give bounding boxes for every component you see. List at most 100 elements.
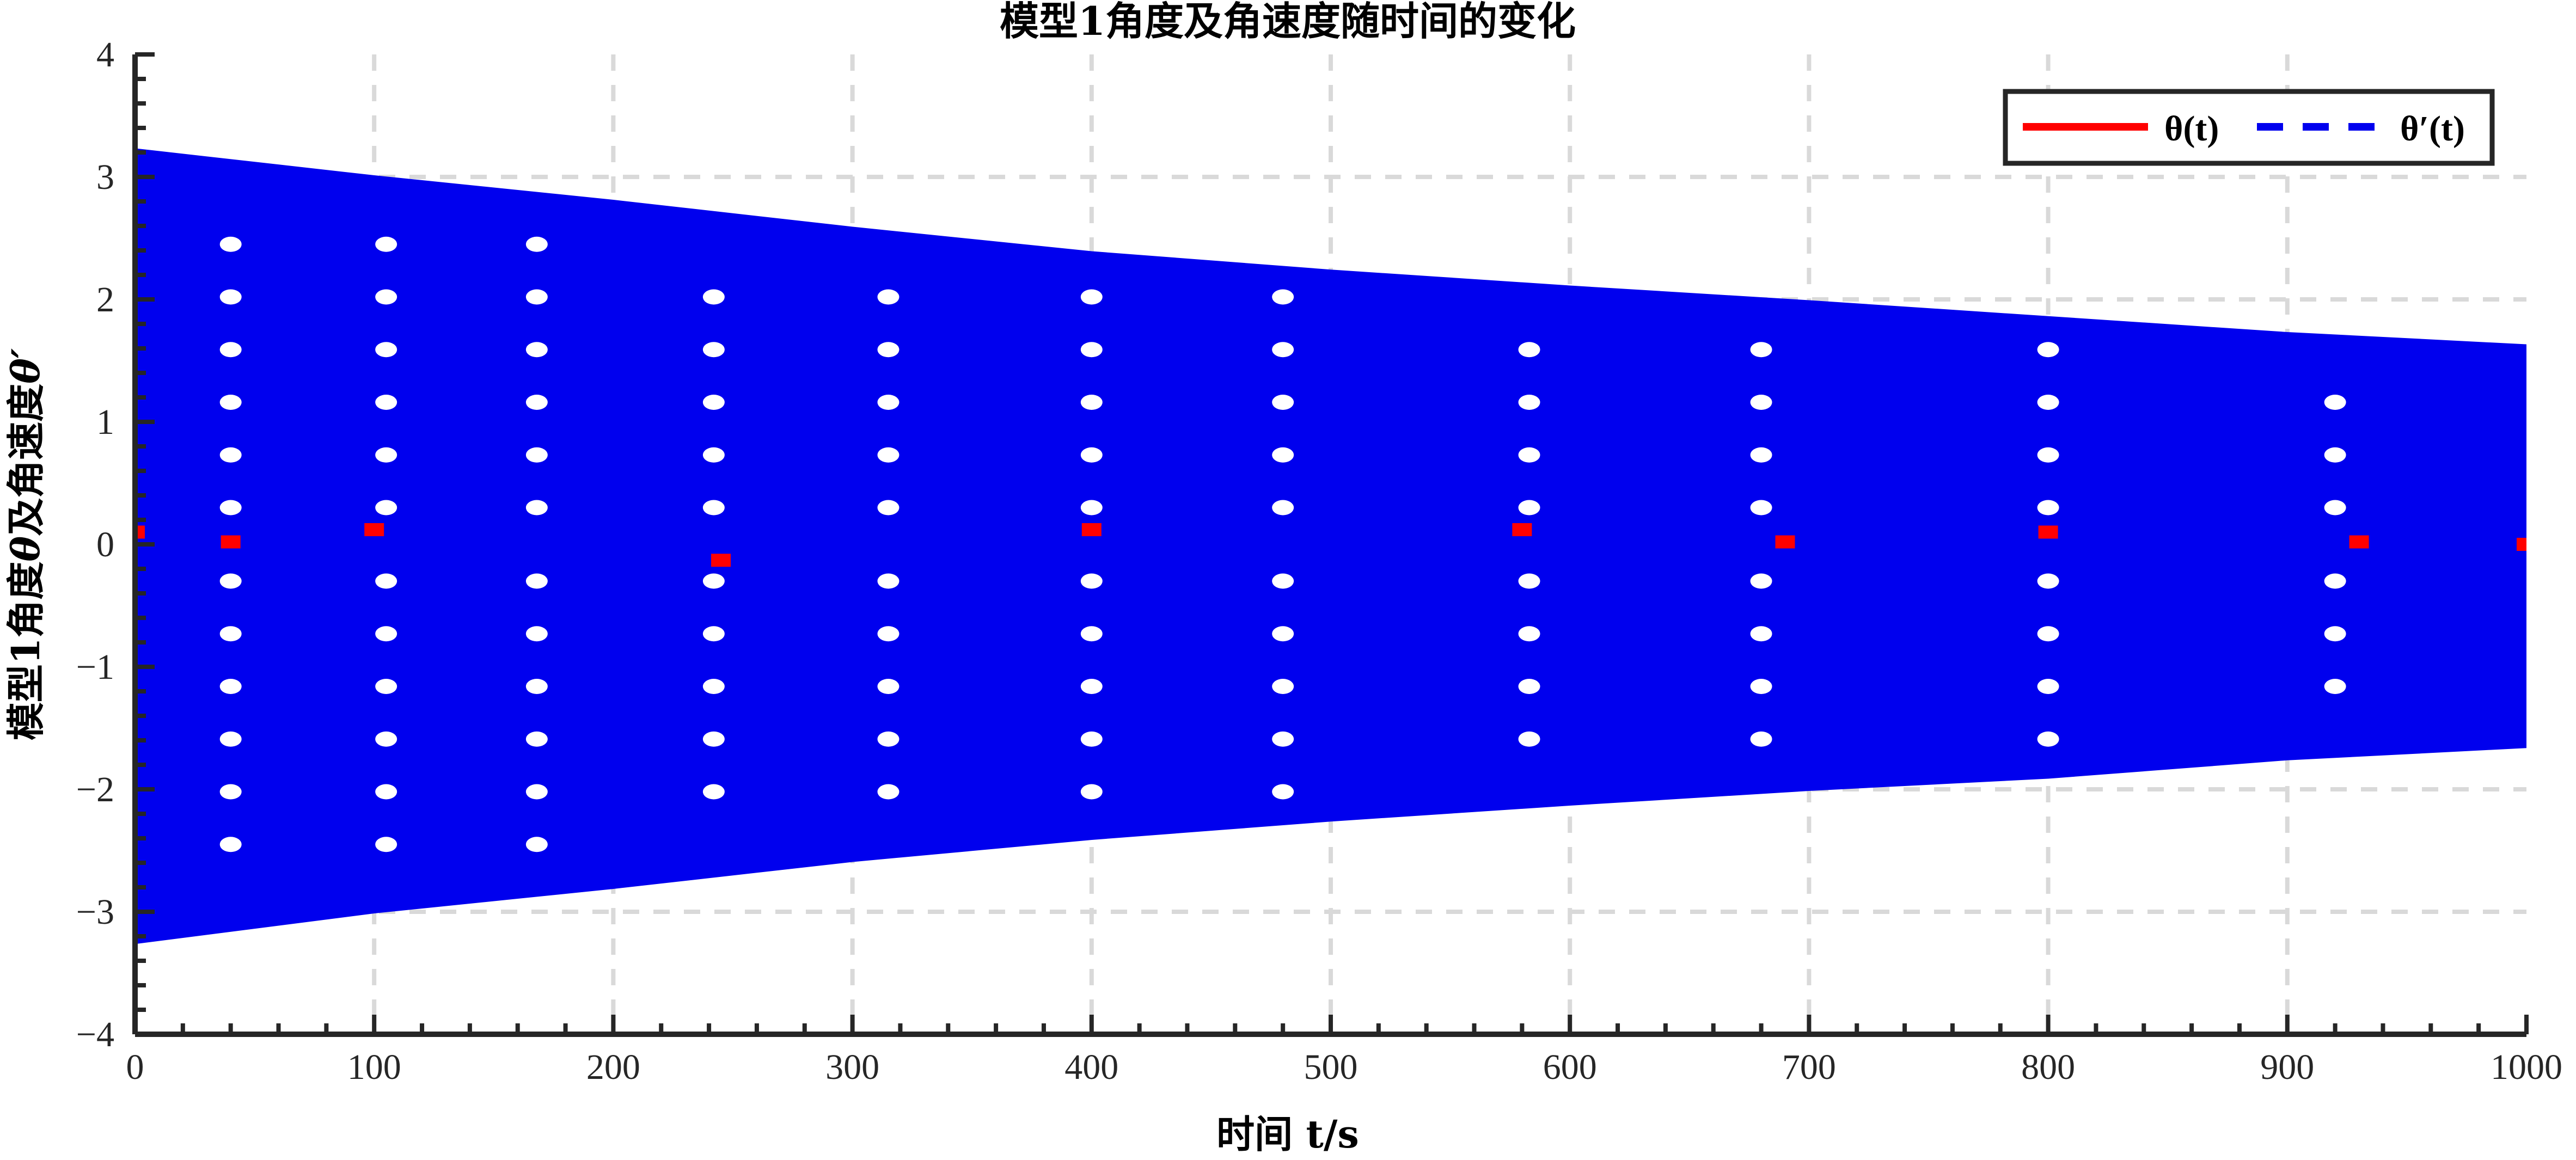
theta-prime-gap-mark xyxy=(877,679,900,694)
theta-prime-gap-mark xyxy=(1272,679,1294,694)
theta-prime-gap-mark xyxy=(1750,679,1772,694)
x-tick-label: 900 xyxy=(2260,1047,2314,1087)
x-tick-label: 0 xyxy=(126,1047,144,1087)
theta-prime-gap-mark xyxy=(702,626,725,642)
y-axis-label: 模型1角度θ及角速度θ′ xyxy=(3,348,48,740)
theta-prime-gap-mark xyxy=(525,731,548,747)
theta-prime-gap-mark xyxy=(219,679,242,694)
theta-prime-gap-mark xyxy=(702,447,725,463)
x-tick-label: 100 xyxy=(347,1047,401,1087)
y-tick-label: −3 xyxy=(76,892,114,932)
theta-prime-gap-mark xyxy=(1518,626,1540,642)
theta-prime-gap-mark xyxy=(525,573,548,589)
x-tick-label: 1000 xyxy=(2491,1047,2562,1087)
theta-prime-gap-mark xyxy=(1080,447,1103,463)
theta-prime-gap-mark xyxy=(1080,679,1103,694)
theta-series-point xyxy=(2517,538,2526,551)
theta-series-point xyxy=(221,535,241,549)
theta-prime-gap-mark xyxy=(525,447,548,463)
theta-prime-gap-mark xyxy=(375,342,397,358)
theta-prime-gap-mark xyxy=(1518,731,1540,747)
legend: θ(t) θ′(t) xyxy=(2003,89,2495,166)
theta-prime-gap-mark xyxy=(1080,784,1103,800)
theta-prime-gap-mark xyxy=(2037,500,2059,515)
theta-prime-gap-mark xyxy=(1518,500,1540,515)
y-tick-label: −2 xyxy=(76,770,114,809)
theta-series-point xyxy=(1512,523,1532,536)
x-tick-label: 700 xyxy=(1782,1047,1836,1087)
theta-prime-gap-mark xyxy=(877,784,900,800)
theta-prime-gap-mark xyxy=(375,573,397,589)
y-tick-label: −4 xyxy=(76,1015,114,1054)
theta-prime-gap-mark xyxy=(877,500,900,515)
theta-prime-gap-mark xyxy=(1080,342,1103,358)
theta-prime-gap-mark xyxy=(1272,342,1294,358)
theta-prime-gap-mark xyxy=(1750,573,1772,589)
theta-prime-gap-mark xyxy=(1272,447,1294,463)
x-tick-label: 400 xyxy=(1064,1047,1118,1087)
theta-prime-gap-mark xyxy=(1750,626,1772,642)
theta-prime-gap-mark xyxy=(2037,626,2059,642)
theta-prime-gap-mark xyxy=(2324,447,2346,463)
theta-prime-gap-mark xyxy=(219,395,242,410)
theta-prime-gap-mark xyxy=(2037,731,2059,747)
theta-series-point xyxy=(2038,525,2058,539)
theta-prime-gap-mark xyxy=(375,289,397,305)
theta-prime-gap-mark xyxy=(525,679,548,694)
theta-prime-gap-mark xyxy=(2324,395,2346,410)
theta-prime-gap-mark xyxy=(1750,731,1772,747)
theta-prime-gap-mark xyxy=(2324,500,2346,515)
theta-prime-gap-mark xyxy=(2324,626,2346,642)
legend-label-theta-prime: θ′(t) xyxy=(2400,109,2465,149)
theta-prime-gap-mark xyxy=(525,626,548,642)
theta-series-point xyxy=(711,554,731,567)
theta-prime-gap-mark xyxy=(877,395,900,410)
theta-prime-gap-mark xyxy=(375,679,397,694)
x-tick-label: 500 xyxy=(1304,1047,1358,1087)
theta-prime-series-band xyxy=(135,148,2526,944)
theta-prime-gap-mark xyxy=(877,626,900,642)
theta-prime-gap-mark xyxy=(702,342,725,358)
svg-text:模型1角度θ及角速度θ′: 模型1角度θ及角速度θ′ xyxy=(3,348,48,740)
theta-prime-gap-mark xyxy=(1272,731,1294,747)
y-axis-label-middle: 及角速度 xyxy=(3,384,48,536)
chart-title: 模型1角度及角速度随时间的变化 xyxy=(1000,0,1576,44)
theta-series-point xyxy=(364,523,384,536)
theta-prime-gap-mark xyxy=(1080,573,1103,589)
y-axis-label-theta-prime: θ′ xyxy=(3,348,48,384)
theta-prime-gap-mark xyxy=(219,289,242,305)
theta-prime-gap-mark xyxy=(375,731,397,747)
theta-series-point xyxy=(1775,535,1795,549)
theta-prime-gap-mark xyxy=(2037,395,2059,410)
theta-prime-gap-mark xyxy=(219,342,242,358)
x-tick-label: 300 xyxy=(825,1047,879,1087)
theta-prime-gap-mark xyxy=(219,784,242,800)
theta-prime-gap-mark xyxy=(525,784,548,800)
theta-prime-gap-mark xyxy=(2037,573,2059,589)
theta-prime-gap-mark xyxy=(375,500,397,515)
x-tick-label: 800 xyxy=(2021,1047,2075,1087)
y-tick-label: 3 xyxy=(96,157,114,197)
theta-prime-gap-mark xyxy=(525,342,548,358)
theta-prime-gap-mark xyxy=(1272,289,1294,305)
theta-prime-gap-mark xyxy=(1080,731,1103,747)
y-tick-label: 2 xyxy=(96,280,114,320)
data-series xyxy=(135,148,2526,944)
theta-prime-gap-mark xyxy=(702,395,725,410)
theta-prime-gap-mark xyxy=(702,289,725,305)
theta-prime-gap-mark xyxy=(1272,626,1294,642)
theta-prime-gap-mark xyxy=(2037,679,2059,694)
theta-prime-gap-mark xyxy=(375,626,397,642)
theta-prime-gap-mark xyxy=(375,447,397,463)
y-axis-label-prefix: 模型1角度 xyxy=(3,562,48,741)
y-tick-label: 0 xyxy=(96,525,114,564)
theta-prime-gap-mark xyxy=(219,573,242,589)
theta-prime-gap-mark xyxy=(1518,679,1540,694)
theta-prime-gap-mark xyxy=(2037,447,2059,463)
theta-prime-gap-mark xyxy=(1080,395,1103,410)
theta-prime-gap-mark xyxy=(219,447,242,463)
theta-prime-gap-mark xyxy=(219,236,242,252)
theta-prime-gap-mark xyxy=(1750,395,1772,410)
theta-prime-gap-mark xyxy=(375,395,397,410)
